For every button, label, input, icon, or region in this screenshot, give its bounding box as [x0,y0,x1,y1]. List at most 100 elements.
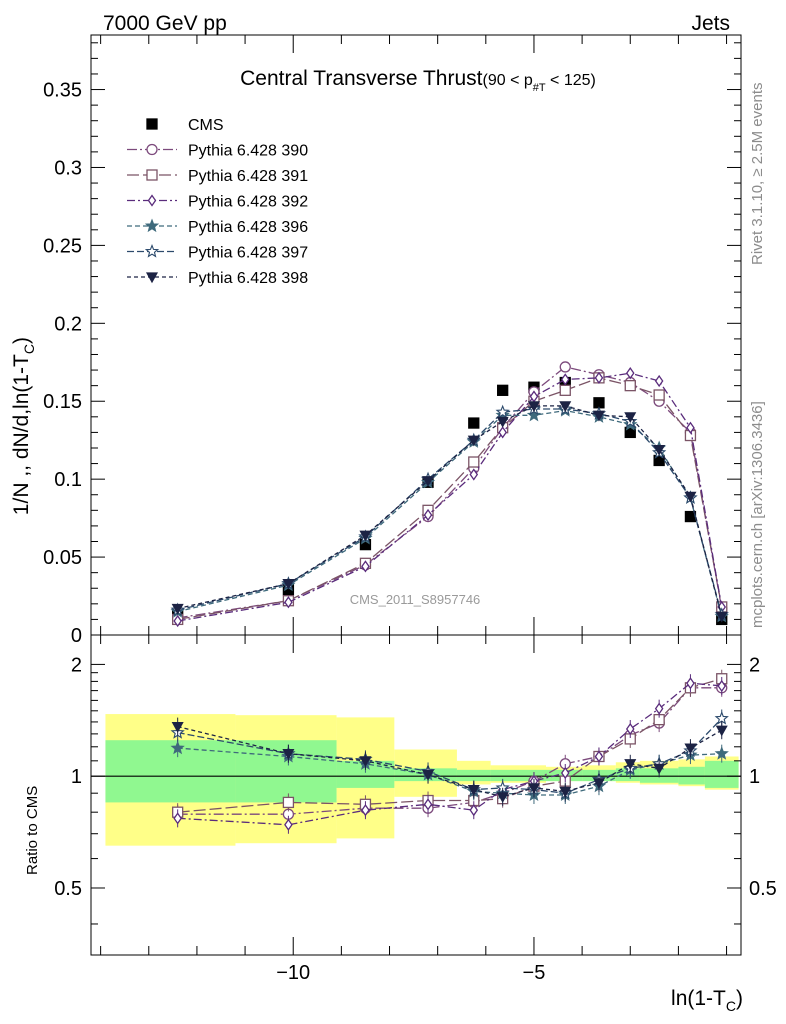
ratio-tick-label: 0.5 [54,878,82,900]
band-stat [105,740,236,803]
band-stat [704,760,739,788]
ratio-point [170,740,185,755]
data-point [653,389,665,401]
data-point [284,596,293,609]
y-axis-label-end: ) [10,337,33,344]
ratio-point [625,722,635,736]
ratio-point [469,804,479,817]
legend-marker [146,169,158,181]
legend-marker [147,194,157,207]
main-series [170,361,729,628]
y-axis-label-sub: C [21,344,37,354]
data-point [361,560,370,573]
data-point [282,578,295,590]
data-point [592,410,605,422]
y-tick-label: 0 [71,625,82,647]
ratio-point [717,679,727,693]
y-tick-label: 0.25 [43,235,82,257]
x-axis: −10 −5 [100,35,728,984]
data-point [171,603,184,615]
data-point [498,426,507,439]
legend-label: Pythia 6.428 392 [188,194,308,211]
legend-label: Pythia 6.428 390 [188,143,308,160]
chart-title-suffix-end: < 125) [546,72,596,89]
data-point [467,435,480,447]
ratio-uncertainty-bands [91,714,741,846]
data-point [496,416,509,428]
main-frame [90,34,742,636]
ratio-y-axis-label: Ratio to CMS [24,786,41,875]
ratio-tick-label: 2 [71,654,82,676]
band-stat [490,769,520,782]
chart-title: Central Transverse Thrust(90 < p#T < 125… [240,67,596,94]
legend-item: Pythia 6.428 397 [127,243,308,262]
ratio-plot: 0.5 0.5 1 1 2 2 Ratio to CMS [24,634,777,956]
chart-title-suffix: (90 < p [483,72,533,89]
x-tick-label: −5 [523,962,546,984]
ratio-series [170,669,729,834]
y-axis-label: 1/N ,, dN/d,ln(1-TC) [10,337,37,515]
data-point [624,379,636,392]
ratio-point [496,792,509,804]
chart-title-main: Central Transverse Thrust [240,67,483,90]
legend-label: Pythia 6.428 396 [188,219,308,236]
ratio-point [714,746,729,760]
ratio-point [594,750,604,763]
series-6 [171,401,728,623]
data-point [468,417,480,429]
legend-marker [144,243,160,258]
main-plot: 0 0.05 0.1 0.15 0.2 0.25 0.3 0.35 CMS_2011_S895… [10,34,742,647]
y-tick-label: 0.2 [54,313,82,335]
ratio-point [282,749,295,760]
ratio-point [173,812,182,825]
ratio-point [654,702,664,715]
data-point [625,367,635,380]
band-stat [456,769,491,782]
ratio-point [653,763,666,775]
data-point [527,401,540,413]
legend-item: Pythia 6.428 392 [127,194,308,211]
watermark: CMS_2011_S8957746 [350,592,481,607]
data-point [173,614,182,628]
ratio-tick-label: 0.5 [749,878,777,900]
data-point [624,412,637,424]
ratio-point [560,766,570,780]
ratio-point [422,769,435,781]
ratio-point [559,786,572,798]
data-point [654,374,664,388]
ratio-point [715,725,728,737]
y-tick-label: 0.05 [43,547,82,569]
x-tick-label: −10 [276,962,310,984]
ratio-y-axis: 0.5 0.5 1 1 2 2 [54,654,777,925]
y-axis-label-main: 1/N ,, dN/d,ln(1-T [10,354,33,515]
data-point [560,373,570,386]
data-point [715,611,728,623]
data-point [422,476,435,487]
legend-marker [146,143,158,156]
y-tick-label: 0.1 [54,469,82,491]
header-left: 7000 GeV pp [103,12,227,35]
data-point [495,404,510,419]
data-point [468,456,480,468]
y-tick-label: 0.35 [43,80,82,102]
legend-item: Pythia 6.428 391 [127,168,308,185]
data-point [359,530,372,542]
header-right: Jets [691,12,730,35]
y-tick-label: 0.15 [43,391,82,413]
ratio-point [527,783,540,795]
data-point [497,384,509,396]
ratio-point [284,818,293,831]
ratio-tick-label: 1 [749,766,760,788]
data-point [559,361,571,373]
ratio-tick-label: 2 [749,654,760,676]
data-point [526,407,542,422]
chart-title-suffix-sub: #T [533,82,546,94]
ratio-point [467,785,480,796]
band-stat [519,769,546,782]
ratio-series-6 [171,717,728,806]
ratio-point [282,796,295,809]
main-y-axis: 0 0.05 0.1 0.15 0.2 0.25 0.3 0.35 [43,42,741,647]
data-point [594,371,604,384]
data-point [686,421,695,434]
